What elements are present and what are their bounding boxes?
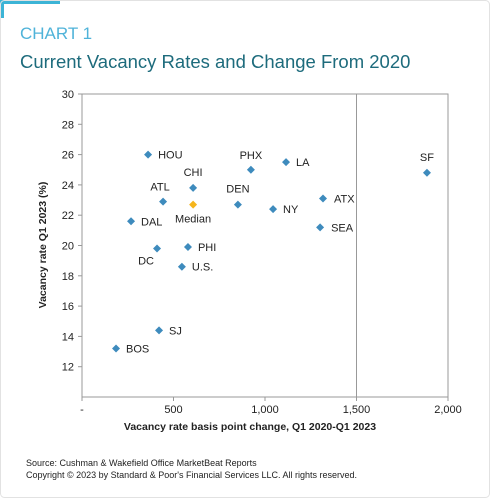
point-label: SEA bbox=[331, 222, 354, 234]
copyright-note: Copyright © 2023 by Standard & Poor's Fi… bbox=[26, 470, 357, 480]
data-point bbox=[319, 194, 328, 203]
data-point bbox=[183, 243, 192, 252]
point-label: BOS bbox=[126, 344, 149, 356]
data-point bbox=[159, 197, 168, 206]
point-label: Median bbox=[175, 214, 211, 226]
point-label: SF bbox=[420, 152, 434, 164]
x-tick-label: 1,000 bbox=[251, 404, 279, 416]
point-label: DC bbox=[138, 256, 154, 268]
data-point bbox=[189, 200, 198, 209]
data-point bbox=[189, 183, 198, 192]
point-label: DAL bbox=[141, 216, 162, 228]
y-tick-label: 28 bbox=[62, 119, 74, 131]
source-note: Source: Cushman & Wakefield Office Marke… bbox=[26, 458, 257, 468]
accent-bar bbox=[0, 0, 60, 4]
point-label: ATX bbox=[334, 194, 355, 206]
data-point bbox=[144, 150, 153, 159]
y-tick-label: 12 bbox=[62, 362, 74, 374]
point-label: HOU bbox=[158, 150, 183, 162]
data-point bbox=[316, 223, 325, 232]
data-point bbox=[282, 158, 291, 167]
x-tick-label: - bbox=[80, 404, 84, 416]
data-point bbox=[177, 262, 186, 271]
data-point bbox=[233, 200, 242, 209]
accent-bar bbox=[0, 0, 4, 18]
data-point bbox=[112, 344, 121, 353]
point-label: U.S. bbox=[192, 262, 213, 274]
y-tick-label: 16 bbox=[62, 301, 74, 313]
y-tick-label: 18 bbox=[62, 271, 74, 283]
point-label: PHI bbox=[198, 242, 216, 254]
y-tick-label: 24 bbox=[62, 180, 74, 192]
point-label: CHI bbox=[184, 167, 203, 179]
point-label: DEN bbox=[226, 184, 249, 196]
x-axis-title: Vacancy rate basis point change, Q1 2020… bbox=[124, 421, 376, 433]
point-label: ATL bbox=[150, 182, 169, 194]
y-tick-label: 20 bbox=[62, 241, 74, 253]
chart-title: Current Vacancy Rates and Change From 20… bbox=[20, 51, 410, 72]
point-label: NY bbox=[283, 204, 299, 216]
point-label: PHX bbox=[240, 150, 263, 162]
y-axis-title: Vacancy rate Q1 2023 (%) bbox=[37, 182, 49, 309]
point-label: LA bbox=[296, 157, 310, 169]
y-tick-label: 14 bbox=[62, 331, 74, 343]
data-point bbox=[269, 205, 278, 214]
x-tick-label: 2,000 bbox=[434, 404, 462, 416]
y-tick-label: 22 bbox=[62, 210, 74, 222]
point-label: SJ bbox=[169, 325, 182, 337]
data-point bbox=[155, 326, 164, 335]
chart-kicker: CHART 1 bbox=[20, 24, 92, 43]
x-tick-label: 1,500 bbox=[343, 404, 371, 416]
y-tick-label: 30 bbox=[62, 89, 74, 101]
data-point bbox=[127, 217, 136, 226]
y-tick-label: 26 bbox=[62, 150, 74, 162]
data-point bbox=[422, 168, 431, 177]
data-point bbox=[153, 244, 162, 253]
data-point bbox=[246, 165, 255, 174]
x-tick-label: 500 bbox=[164, 404, 182, 416]
